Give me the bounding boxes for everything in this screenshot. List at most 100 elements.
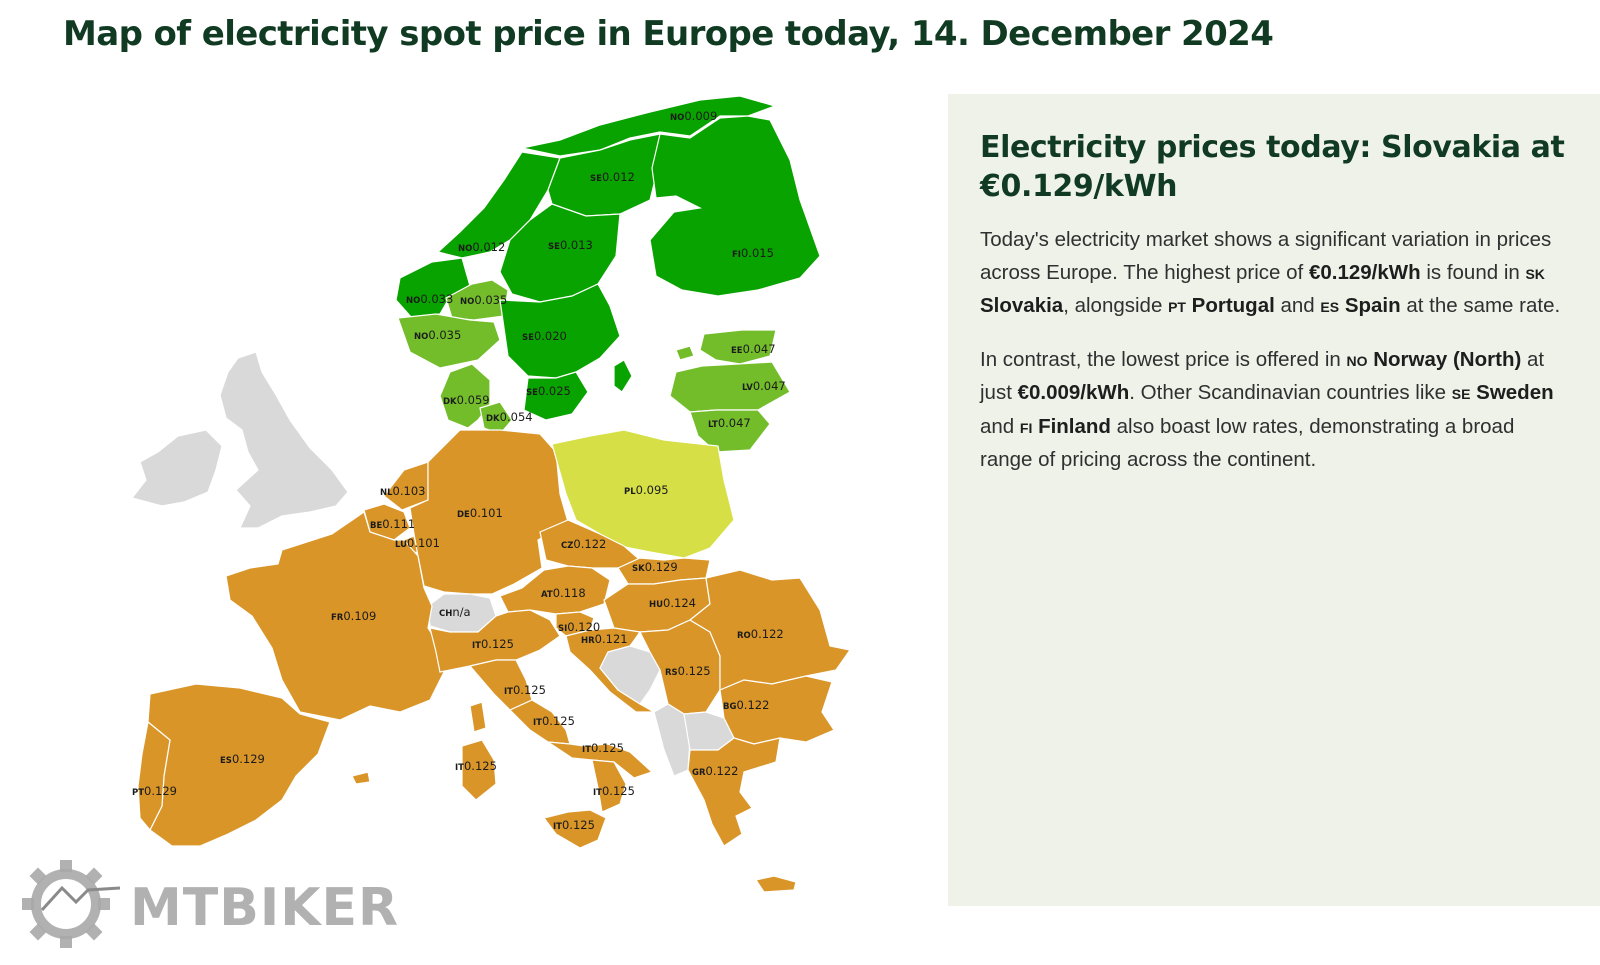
- region-rs: [639, 619, 721, 715]
- page-title: Map of electricity spot price in Europe …: [63, 14, 1274, 54]
- region-it-csouth: [508, 699, 571, 745]
- region-se1: [547, 133, 661, 217]
- price-label-it: IT0.125: [472, 637, 514, 651]
- region-pl: [551, 429, 735, 559]
- info-heading: Electricity prices today: Slovakia at €0…: [980, 130, 1565, 204]
- price-label-sk: SK0.129: [632, 560, 678, 574]
- highest-price: €0.129/kWh: [1308, 260, 1421, 284]
- country-name: Portugal: [1191, 294, 1275, 317]
- region-de: [409, 429, 569, 595]
- price-label-ro: RO0.122: [737, 627, 784, 641]
- text-fragment: In contrast, the lowest price is offered…: [980, 347, 1347, 371]
- price-label-it: IT0.125: [504, 683, 546, 697]
- region-it-sardinia: [461, 739, 497, 801]
- country-code: SK: [1525, 265, 1545, 282]
- region-crete: [755, 875, 797, 893]
- country-code: SE: [1451, 386, 1471, 402]
- price-label-si: SI0.120: [558, 620, 600, 634]
- region-se2: [499, 203, 621, 303]
- price-label-it: IT0.125: [553, 818, 595, 832]
- mtbiker-logo: MTBIKER: [20, 858, 398, 958]
- price-label-gr: GR0.122: [692, 764, 738, 778]
- region-dk1: [439, 363, 491, 429]
- price-label-dk: DK0.059: [443, 393, 490, 407]
- region-it-sicily: [542, 809, 607, 849]
- map-regions: [130, 95, 852, 893]
- price-label-pt: PT0.129: [132, 784, 177, 798]
- country-name: Finland: [1038, 414, 1111, 438]
- price-label-be: BE0.111: [370, 517, 415, 531]
- region-lv: [669, 361, 791, 413]
- price-label-lt: LT0.047: [708, 416, 751, 430]
- price-label-rs: RS0.125: [665, 664, 711, 678]
- price-label-se: SE0.012: [590, 170, 635, 184]
- text-fragment: , alongside: [1063, 294, 1169, 317]
- country-code: ES: [1320, 299, 1340, 315]
- price-label-no: NO0.033: [406, 292, 453, 306]
- region-saaremaa: [675, 345, 695, 361]
- price-label-it: IT0.125: [582, 741, 624, 755]
- logo-text: MTBIKER: [130, 878, 400, 938]
- country-code: PT: [1168, 299, 1186, 315]
- price-label-no: NO0.012: [458, 240, 505, 254]
- price-label-es: ES0.129: [220, 752, 265, 766]
- region-ee: [699, 329, 777, 365]
- country-name: Slovakia: [980, 294, 1064, 317]
- text-fragment: at the same rate.: [1400, 294, 1561, 317]
- price-label-de: DE0.101: [457, 506, 503, 520]
- country-code: NO: [1346, 352, 1368, 369]
- map-labels: NO0.009 SE0.012 NO0.012 SE0.013 FI0.015 NO0.0…: [132, 109, 786, 832]
- region-lt: [689, 409, 771, 453]
- text-fragment: is found in: [1420, 260, 1526, 284]
- country-name: Norway (North): [1373, 347, 1522, 371]
- price-label-hu: HU0.124: [649, 596, 696, 610]
- price-label-it: IT0.125: [533, 714, 575, 728]
- price-label-se: SE0.013: [548, 238, 593, 252]
- region-corsica: [469, 701, 487, 733]
- region-pt: [137, 720, 171, 832]
- price-label-hr: HR0.121: [581, 632, 628, 646]
- price-label-bg: BG0.122: [723, 698, 769, 712]
- region-it-north: [429, 609, 561, 673]
- region-ba: [599, 645, 661, 705]
- region-no2: [397, 313, 501, 369]
- europe-price-map: NO0.009 SE0.012 NO0.012 SE0.013 FI0.015 NO0.0…: [130, 95, 852, 893]
- region-it-calabria: [591, 759, 627, 813]
- text-fragment: also boast low rates, demonstrating a br…: [980, 414, 1515, 472]
- price-label-it: IT0.125: [593, 784, 635, 798]
- info-paragraph-lowest: In contrast, the lowest price is offered…: [980, 344, 1568, 477]
- info-panel: Electricity prices today: Slovakia at €0…: [948, 94, 1600, 906]
- region-fr: [225, 511, 445, 721]
- price-label-se: SE0.025: [526, 384, 571, 398]
- price-label-cz: CZ0.122: [561, 537, 606, 551]
- text-fragment: and: [980, 414, 1020, 438]
- price-label-ee: EE0.047: [731, 342, 776, 356]
- price-label-fi: FI0.015: [732, 246, 774, 260]
- price-label-no: NO0.035: [414, 328, 461, 342]
- price-label-pl: PL0.095: [624, 483, 669, 497]
- region-fi: [649, 115, 821, 297]
- region-gotland: [613, 359, 633, 393]
- price-label-fr: FR0.109: [331, 609, 376, 623]
- country-code: FI: [1019, 419, 1033, 436]
- text-fragment: and: [1274, 294, 1321, 317]
- region-dk2: [479, 401, 513, 435]
- price-label-dk: DK0.054: [486, 410, 533, 424]
- price-label-no: NO0.035: [460, 293, 507, 307]
- country-name: Spain: [1344, 294, 1401, 317]
- price-label-ch: CHn/a: [439, 605, 471, 619]
- price-label-lv: LV0.047: [742, 379, 786, 393]
- region-ie: [130, 429, 223, 507]
- country-name: Sweden: [1476, 381, 1554, 404]
- info-paragraph-highest: Today's electricity market shows a signi…: [980, 224, 1568, 324]
- price-label-it: IT0.125: [455, 759, 497, 773]
- region-se4: [523, 371, 589, 421]
- gear-logo-icon: [22, 860, 121, 948]
- lowest-price: €0.009/kWh: [1017, 381, 1130, 404]
- price-label-nl: NL0.103: [380, 484, 425, 498]
- price-label-se: SE0.020: [522, 329, 567, 343]
- region-gb: [219, 351, 349, 529]
- text-fragment: . Other Scandinavian countries like: [1129, 381, 1452, 404]
- region-nl: [383, 461, 429, 511]
- price-label-lu: LU0.101: [395, 536, 440, 550]
